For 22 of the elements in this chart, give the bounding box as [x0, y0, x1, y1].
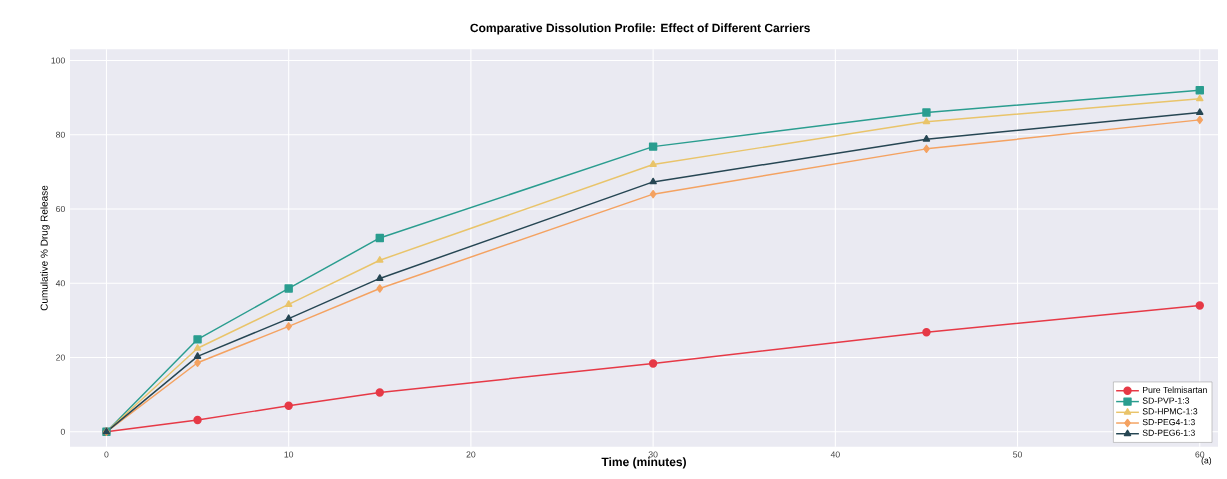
x-tick-label: 10 — [284, 451, 294, 458]
legend-label: SD-PEG6-1:3 — [1142, 429, 1195, 436]
y-tick-label: 0 — [60, 428, 65, 435]
x-tick-label: 20 — [466, 451, 476, 458]
x-tick-label: 50 — [1013, 451, 1023, 458]
y-axis-title: Cumulative % Drug Release — [40, 185, 50, 311]
x-tick-label: 40 — [830, 451, 840, 458]
y-tick-label: 20 — [56, 354, 65, 361]
y-tick-label: 60 — [56, 205, 65, 213]
y-tick-label: 80 — [56, 131, 65, 138]
legend-label: SD-PVP-1:3 — [1142, 397, 1190, 404]
legend-label: Pure Telmisartan — [1143, 386, 1207, 393]
legend-label: SD-HPMC-1:3 — [1142, 408, 1198, 415]
x-tick-label: 0 — [104, 451, 109, 458]
y-tick-label: 100 — [51, 57, 65, 64]
text: (a) — [1201, 457, 1212, 466]
x-tick-label: 30 — [648, 451, 658, 458]
legend-label: SD-PEG4-1:3 — [1142, 419, 1195, 426]
chart-title: Comparative Dissolution Profile: Effect of Different Carriers — [470, 23, 810, 35]
x-tick-label: 60 — [1195, 451, 1205, 458]
y-tick-label: 40 — [55, 280, 65, 287]
x-axis-title: Time (minutes) — [601, 457, 686, 469]
